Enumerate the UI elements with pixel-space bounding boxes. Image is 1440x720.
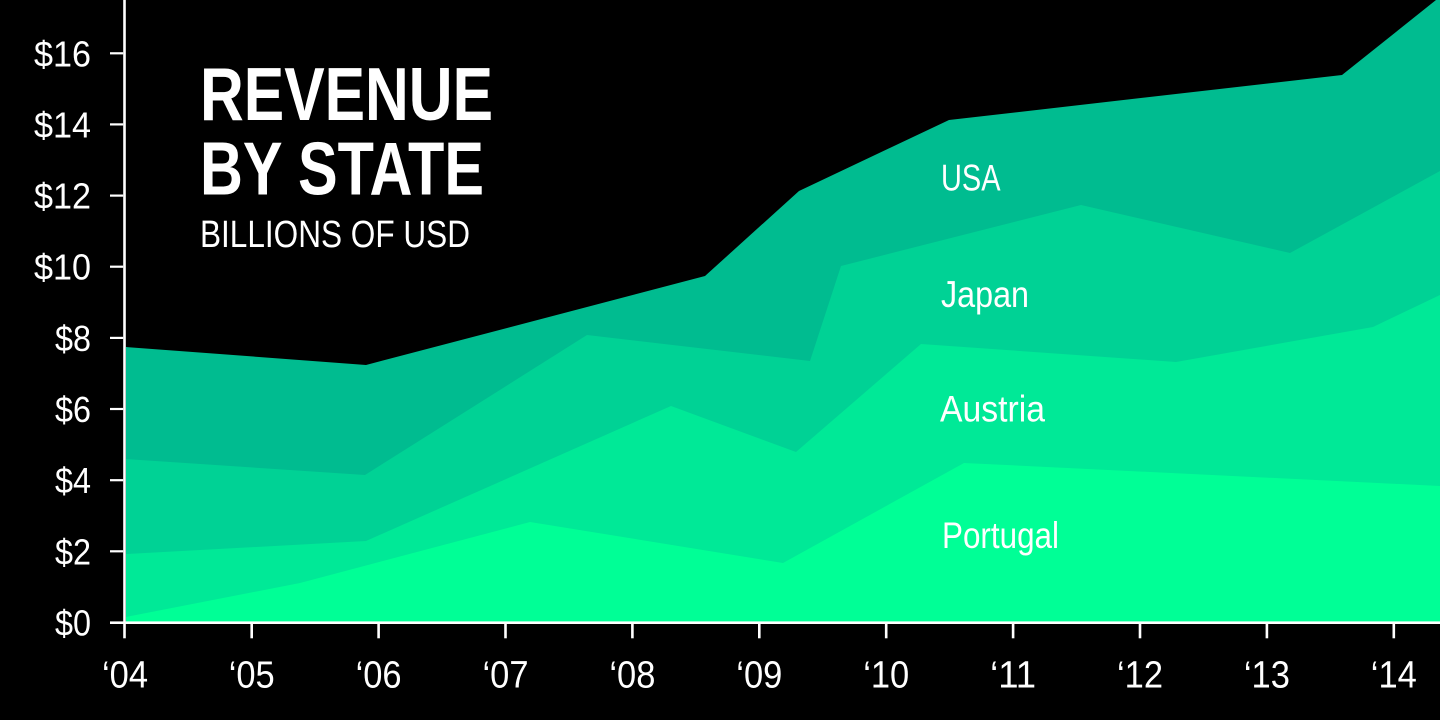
svg-text:$2: $2 <box>55 531 91 572</box>
svg-text:‘14: ‘14 <box>1371 654 1417 697</box>
svg-text:‘10: ‘10 <box>863 654 909 697</box>
svg-text:‘05: ‘05 <box>229 654 275 697</box>
svg-text:Austria: Austria <box>940 388 1045 430</box>
svg-text:‘13: ‘13 <box>1244 654 1290 697</box>
svg-text:$6: $6 <box>55 389 91 430</box>
svg-text:‘06: ‘06 <box>356 654 402 697</box>
svg-text:BILLIONS OF USD: BILLIONS OF USD <box>200 214 470 256</box>
svg-text:BY STATE: BY STATE <box>200 127 484 211</box>
svg-text:‘11: ‘11 <box>990 654 1036 697</box>
svg-text:USA: USA <box>941 157 1001 199</box>
svg-text:‘08: ‘08 <box>609 654 655 697</box>
svg-text:$12: $12 <box>34 176 91 217</box>
svg-text:Japan: Japan <box>941 273 1029 315</box>
svg-text:‘04: ‘04 <box>102 654 148 697</box>
svg-text:$0: $0 <box>55 603 91 644</box>
svg-text:Portugal: Portugal <box>942 514 1059 556</box>
svg-text:‘07: ‘07 <box>483 654 529 697</box>
svg-text:$4: $4 <box>55 460 91 501</box>
svg-text:‘09: ‘09 <box>736 654 782 697</box>
svg-text:REVENUE: REVENUE <box>200 53 493 137</box>
svg-text:$8: $8 <box>55 318 91 359</box>
svg-text:$10: $10 <box>34 247 91 288</box>
svg-text:$14: $14 <box>34 104 91 145</box>
svg-text:‘12: ‘12 <box>1117 654 1163 697</box>
svg-text:$16: $16 <box>34 33 91 74</box>
